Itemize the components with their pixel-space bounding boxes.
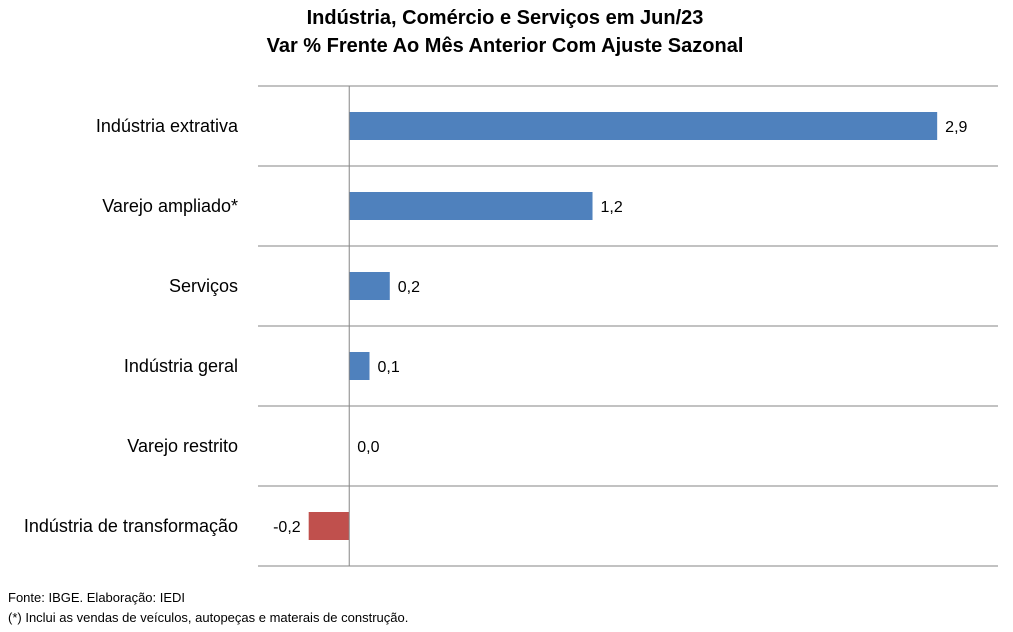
chart-subtitle: Var % Frente Ao Mês Anterior Com Ajuste … — [266, 35, 744, 57]
category-label: Indústria extrativa — [96, 116, 239, 136]
data-label: 1,2 — [601, 199, 623, 216]
category-label: Indústria de transformação — [24, 516, 238, 536]
data-label: 2,9 — [945, 119, 967, 136]
bar — [308, 512, 350, 540]
category-label: Serviços — [169, 276, 238, 296]
category-label: Varejo restrito — [127, 436, 238, 456]
data-label: 0,2 — [398, 279, 420, 296]
data-label: 0,0 — [357, 439, 379, 456]
category-label: Varejo ampliado* — [102, 196, 238, 216]
data-label: -0,2 — [273, 519, 301, 536]
data-label: 0,1 — [378, 359, 400, 376]
chart-title: Indústria, Comércio e Serviços em Jun/23 — [306, 7, 704, 29]
bar — [349, 272, 390, 300]
category-label: Indústria geral — [124, 356, 238, 376]
source-note: Fonte: IBGE. Elaboração: IEDI — [8, 590, 186, 605]
bar — [349, 192, 593, 220]
bar — [349, 352, 370, 380]
bar — [349, 112, 938, 140]
footnote: (*) Inclui as vendas de veículos, autope… — [8, 610, 409, 625]
